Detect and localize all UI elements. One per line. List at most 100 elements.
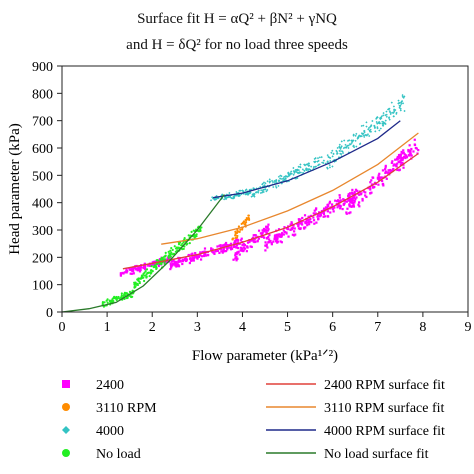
scatter-point bbox=[384, 168, 387, 171]
scatter-point bbox=[396, 155, 399, 159]
scatter-point bbox=[259, 191, 262, 195]
scatter-point bbox=[342, 203, 345, 206]
scatter-point bbox=[235, 252, 238, 256]
scatter-point bbox=[386, 171, 389, 174]
scatter-point bbox=[237, 230, 240, 233]
scatter-point bbox=[414, 146, 417, 150]
scatter-point bbox=[313, 157, 316, 161]
scatter-point bbox=[283, 175, 286, 178]
scatter-point bbox=[299, 222, 302, 225]
scatter-point bbox=[181, 242, 184, 245]
scatter-point bbox=[153, 265, 156, 269]
scatter-point bbox=[227, 246, 230, 249]
scatter-point bbox=[402, 151, 405, 154]
scatter-point bbox=[355, 189, 359, 192]
scatter-point bbox=[273, 238, 276, 241]
scatter-point bbox=[289, 173, 292, 176]
scatter-point bbox=[238, 253, 241, 256]
scatter-point bbox=[223, 243, 227, 246]
scatter-point bbox=[221, 251, 224, 254]
scatter-point bbox=[203, 247, 207, 250]
scatter-point bbox=[326, 206, 329, 209]
scatter-point bbox=[138, 281, 141, 285]
scatter-point bbox=[361, 197, 364, 201]
axes: 0 1 2 3 4 5 6 7 8 9 0 100 200 300 400 500 600 700 800 900 bbox=[32, 60, 472, 335]
scatter-point bbox=[386, 108, 390, 111]
chart-title-line-2: and H = δQ² for no load three speeds bbox=[126, 37, 348, 53]
scatter-point bbox=[280, 175, 283, 178]
scatter-point bbox=[235, 239, 238, 242]
scatter-point bbox=[126, 296, 129, 299]
scatter-point bbox=[338, 149, 341, 152]
scatter-point bbox=[336, 152, 339, 155]
scatter-point bbox=[210, 247, 213, 250]
scatter-point bbox=[397, 153, 401, 157]
scatter-point bbox=[354, 188, 358, 191]
legend-label: 3110 RPM bbox=[96, 401, 157, 416]
scatter-point bbox=[133, 281, 136, 284]
scatter-point bbox=[239, 239, 242, 242]
scatter-point bbox=[253, 193, 256, 196]
scatter-point bbox=[347, 199, 350, 202]
scatter-point bbox=[376, 116, 379, 119]
scatter-point bbox=[309, 214, 313, 218]
scatter-point bbox=[282, 229, 285, 232]
scatter-point bbox=[135, 268, 138, 271]
scatter-point bbox=[220, 247, 223, 251]
scatter-point bbox=[261, 182, 264, 185]
scatter-point bbox=[151, 270, 154, 273]
scatter-point bbox=[299, 163, 302, 166]
scatter-point bbox=[253, 240, 256, 244]
scatter-point bbox=[218, 244, 221, 247]
scatter-point bbox=[243, 223, 246, 226]
scatter-point bbox=[169, 249, 172, 252]
scatter-point bbox=[328, 156, 331, 159]
scatter-point bbox=[148, 264, 151, 267]
scatter-point bbox=[267, 228, 270, 231]
scatter-point bbox=[307, 164, 310, 167]
scatter-point bbox=[129, 272, 132, 275]
scatter-point bbox=[260, 233, 264, 236]
scatter-point bbox=[177, 260, 180, 264]
scatter-point bbox=[322, 212, 326, 216]
scatter-point bbox=[372, 176, 375, 179]
scatter-point bbox=[231, 238, 234, 241]
scatter-point bbox=[358, 193, 361, 196]
scatter-point bbox=[341, 150, 344, 153]
scatter-point bbox=[279, 177, 282, 180]
scatter-point bbox=[112, 300, 115, 303]
scatter-point bbox=[378, 172, 381, 175]
scatter-point bbox=[403, 95, 406, 98]
scatter-point bbox=[379, 127, 382, 130]
scatter-point bbox=[304, 221, 308, 225]
scatter-point bbox=[387, 169, 390, 172]
scatter-point bbox=[151, 263, 154, 266]
x-tick-label: 8 bbox=[419, 320, 426, 335]
scatter-point bbox=[377, 183, 380, 186]
scatter-point bbox=[297, 218, 300, 221]
scatter-point bbox=[123, 271, 127, 274]
scatter-point bbox=[270, 243, 273, 246]
scatter-point bbox=[292, 170, 295, 173]
scatter-point bbox=[369, 191, 372, 195]
scatter-point bbox=[235, 244, 239, 247]
scatter-point bbox=[364, 194, 367, 197]
scatter-point bbox=[294, 233, 297, 236]
scatter-point bbox=[280, 177, 284, 181]
scatter-point bbox=[136, 269, 139, 272]
scatter-point bbox=[336, 200, 339, 203]
scatter-point bbox=[144, 265, 147, 269]
scatter-point bbox=[299, 218, 302, 221]
scatter-point bbox=[407, 150, 410, 153]
chart-title-line-1: Surface fit H = αQ² + βN² + γNQ bbox=[137, 11, 337, 27]
scatter-point bbox=[395, 165, 398, 168]
scatter-point bbox=[317, 218, 320, 221]
fit-line-no-load-surface-fit bbox=[61, 194, 225, 313]
scatter-point bbox=[143, 271, 146, 274]
scatter-point bbox=[376, 177, 380, 180]
scatter-point bbox=[220, 250, 223, 253]
scatter-point bbox=[355, 196, 358, 199]
scatter-point bbox=[376, 125, 379, 129]
scatter-point bbox=[354, 134, 357, 137]
scatter-point bbox=[389, 168, 392, 172]
